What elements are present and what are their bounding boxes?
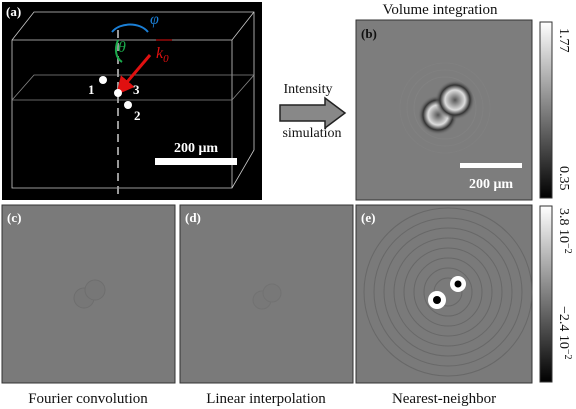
base: 10: [556, 335, 571, 349]
caption: Fourier convolution: [28, 391, 148, 407]
colorbar-max: 1.77: [556, 28, 571, 53]
caption: Nearest-neighbor: [392, 391, 496, 407]
panel-e: [355, 204, 533, 384]
point-label: 3: [133, 82, 140, 97]
colorbar: [539, 21, 553, 199]
panel-c: [1, 204, 176, 384]
panel-a: [2, 2, 262, 200]
panel-label: (b): [361, 26, 377, 41]
colorbar-max: 3.8 10−2: [556, 208, 573, 254]
colorbar-min: 0.35: [556, 166, 571, 191]
point-label: 1: [88, 82, 95, 97]
phi: φ: [150, 11, 159, 28]
panel-b: [355, 19, 533, 201]
panel-label: (c): [7, 210, 21, 225]
k: k: [156, 45, 164, 62]
k-sub: 0: [163, 53, 169, 65]
caption: Linear interpolation: [206, 391, 326, 407]
exponent: −2: [562, 349, 573, 360]
panel-title: Volume integration: [382, 2, 498, 18]
base: 10: [556, 229, 571, 243]
arrow-label: Intensity: [284, 82, 333, 97]
theta: θ: [118, 39, 126, 56]
k-vector: k0: [156, 45, 169, 65]
scale-bar-label: 200 μm: [174, 141, 218, 156]
panel-label: (d): [185, 210, 201, 225]
panel-label: (a): [6, 4, 21, 19]
panel-label: (e): [361, 210, 375, 225]
scale-bar-label: 200 μm: [469, 177, 513, 192]
mantissa: −2.4: [556, 306, 571, 331]
panel-d: [179, 204, 354, 384]
arrow-label: simulation: [282, 126, 341, 141]
exponent: −2: [562, 243, 573, 254]
point-label: 2: [134, 108, 141, 123]
colorbar: [539, 205, 553, 383]
colorbar-min: −2.4 10−2: [556, 306, 573, 360]
mantissa: 3.8: [556, 208, 571, 226]
